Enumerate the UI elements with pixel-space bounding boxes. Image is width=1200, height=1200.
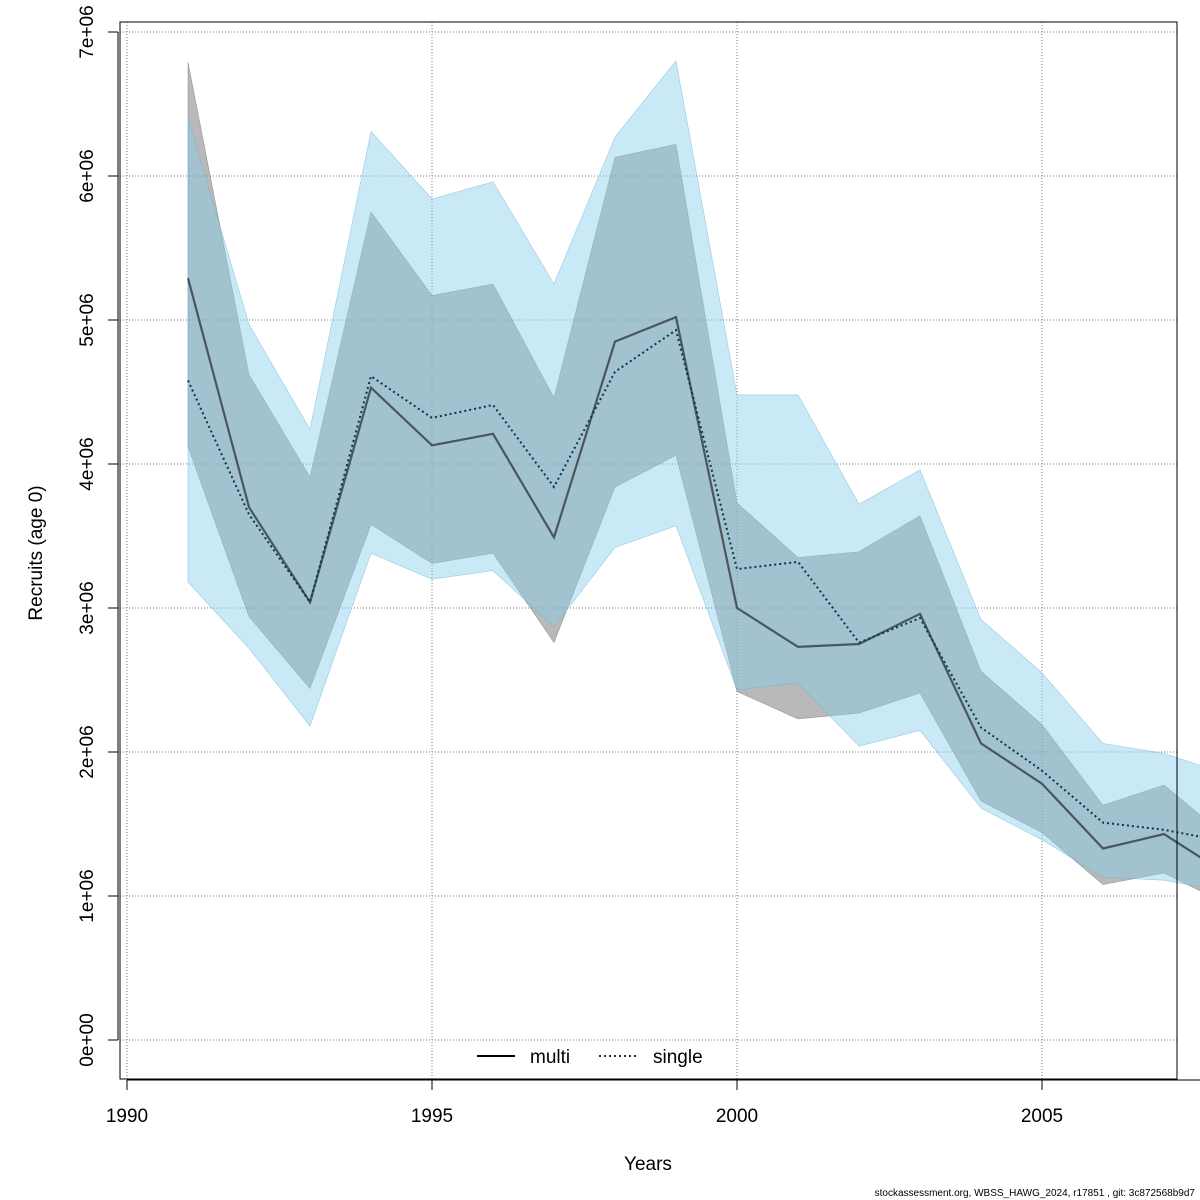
confidence-band-multi [187,62,1200,892]
x-axis-title: Years [624,1154,672,1175]
y-tick-label-0: 0e+00 [77,1013,98,1066]
y-axis-title: Recruits (age 0) [26,485,47,620]
footer-caption: stockassessment.org, WBSS_HAWG_2024, r17… [875,1188,1196,1199]
legend-label-multi: multi [530,1047,570,1068]
y-tick-label-1: 1e+06 [77,869,98,922]
x-tick-label-2005: 2005 [1021,1106,1063,1127]
series-line-multi [186,277,1200,859]
confidence-band-single [187,60,1200,888]
y-tick-label-5: 5e+06 [77,293,98,346]
y-tick-label-6: 6e+06 [77,149,98,202]
y-tick-label-7: 7e+06 [77,5,98,58]
legend: multi single [477,1047,703,1068]
axes: 19901995200020052010201520200e+001e+062e… [77,5,1200,1127]
y-tick-label-2: 2e+06 [77,725,98,778]
plot-frame [119,21,1178,1080]
y-tick-label-3: 3e+06 [77,581,98,634]
x-tick-label-1995: 1995 [411,1106,453,1127]
y-tick-label-4: 4e+06 [77,437,98,490]
x-tick-label-1990: 1990 [106,1106,148,1127]
confidence-bands [187,60,1200,892]
legend-label-single: single [653,1047,703,1068]
x-tick-label-2000: 2000 [716,1106,758,1127]
series-lines [186,277,1200,859]
